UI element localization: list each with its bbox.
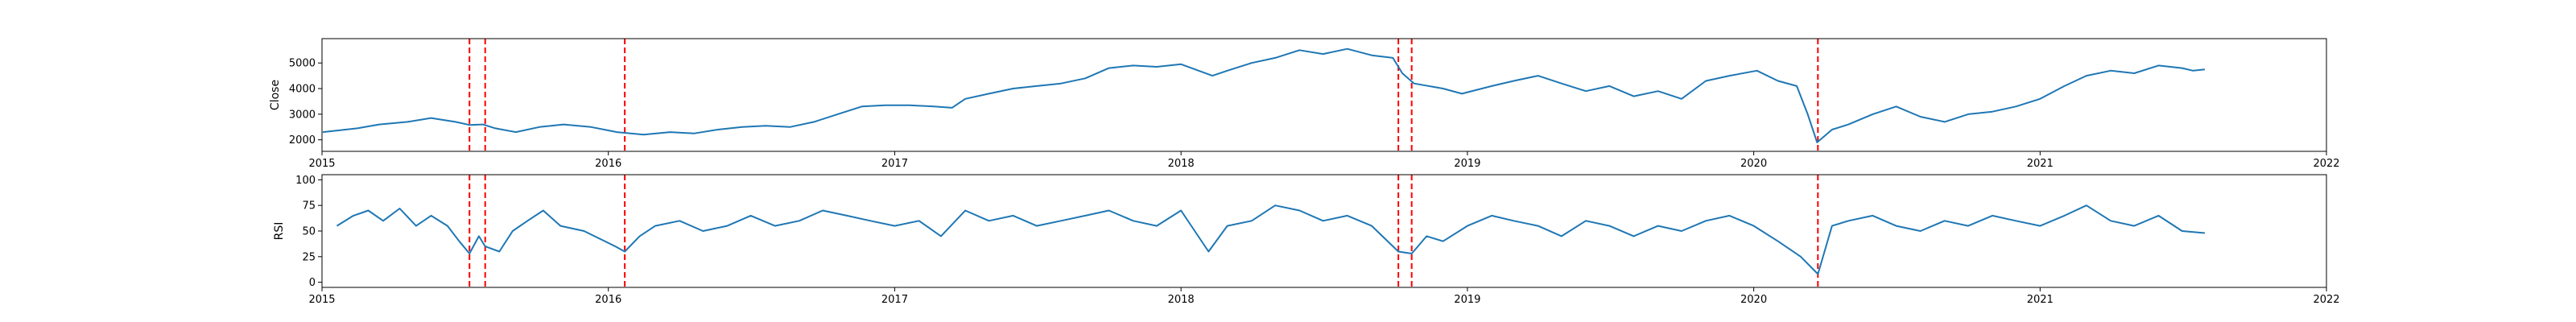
rsi-x-tick-label: 2021 <box>2027 294 2054 306</box>
close-x-tick-label: 2018 <box>1168 158 1195 170</box>
close-y-tick-label: 4000 <box>289 84 316 96</box>
rsi-series <box>336 204 2205 275</box>
rsi-event-lines <box>469 175 1819 287</box>
close-x-tick-label: 2015 <box>308 158 335 170</box>
rsi-y-tick-label: 50 <box>302 226 316 238</box>
rsi-x-tick-label: 2019 <box>1454 294 1480 306</box>
rsi-x-tick-label: 2020 <box>1740 294 1767 306</box>
rsi-x-tick-label: 2016 <box>595 294 621 306</box>
rsi-y-tick-label: 0 <box>309 277 316 289</box>
close-y-ticks: 2000 3000 4000 5000 <box>289 58 322 147</box>
close-x-tick-label: 2019 <box>1454 158 1480 170</box>
close-y-tick-label: 2000 <box>289 134 316 147</box>
close-plot-area <box>322 39 2206 151</box>
rsi-y-tick-label: 25 <box>302 251 316 263</box>
close-panel: 2015 2016 2017 2018 2019 2020 2021 2022 2000 300… <box>269 38 2340 170</box>
close-y-axis-label: Close <box>269 80 282 110</box>
rsi-x-tick-label: 2022 <box>2313 294 2339 306</box>
close-x-tick-label: 2020 <box>1740 158 1767 170</box>
rsi-y-ticks: 0 25 50 75 100 <box>295 175 322 289</box>
close-axes-frame <box>321 38 2327 152</box>
close-x-ticks: 2015 2016 2017 2018 2019 2020 2021 2022 <box>308 151 2340 170</box>
close-x-tick-label: 2022 <box>2313 158 2339 170</box>
close-x-tick-label: 2017 <box>881 158 908 170</box>
rsi-plot-area <box>336 175 2205 287</box>
rsi-panel: 2015 2016 2017 2018 2019 2020 2021 2022 0 25 50 75… <box>273 174 2340 306</box>
rsi-x-ticks: 2015 2016 2017 2018 2019 2020 2021 2022 <box>308 287 2340 306</box>
close-y-tick-label: 5000 <box>289 58 316 70</box>
close-series <box>322 47 2206 143</box>
close-event-lines <box>469 39 1819 151</box>
close-x-tick-label: 2016 <box>595 158 621 170</box>
rsi-y-tick-label: 100 <box>295 175 316 187</box>
rsi-x-tick-label: 2018 <box>1168 294 1195 306</box>
rsi-series-line <box>336 204 2205 275</box>
close-x-tick-label: 2021 <box>2027 158 2054 170</box>
rsi-x-tick-label: 2015 <box>308 294 335 306</box>
close-series-line <box>322 47 2206 143</box>
close-y-tick-label: 3000 <box>289 109 316 121</box>
rsi-x-tick-label: 2017 <box>881 294 908 306</box>
rsi-y-tick-label: 75 <box>302 200 316 213</box>
rsi-y-axis-label: RSI <box>273 222 286 241</box>
